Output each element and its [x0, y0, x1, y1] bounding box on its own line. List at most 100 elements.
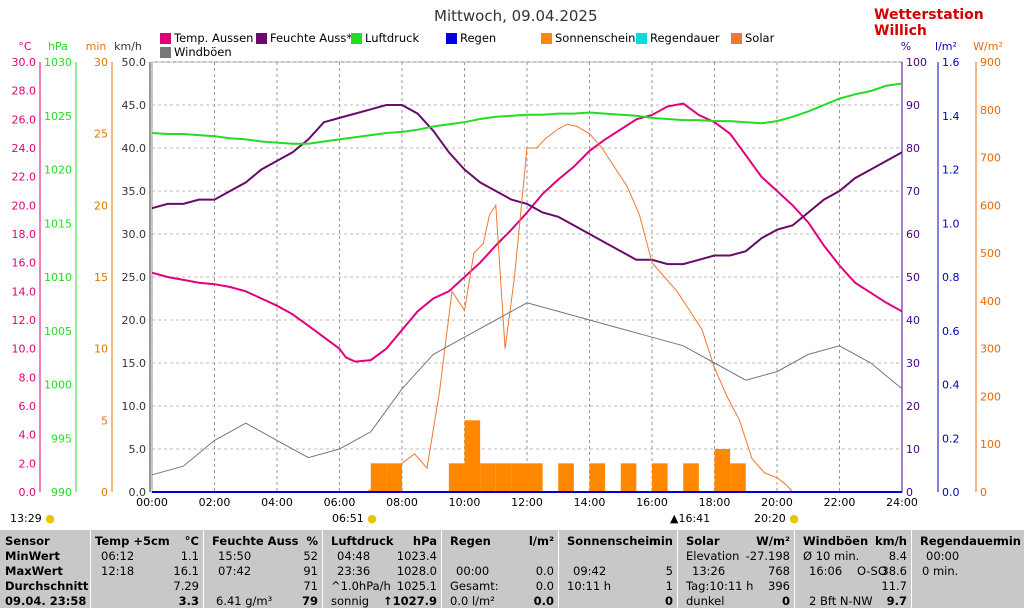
- sunshine-bar: [714, 449, 731, 492]
- cell: 0.0: [535, 579, 554, 593]
- axis-tick-rain: 1.4: [942, 110, 960, 123]
- legend-item-regendauer: Regendauer: [636, 31, 720, 45]
- axis-tick-temp: 26.0: [12, 113, 37, 126]
- col-unit: W/m²: [756, 534, 790, 548]
- cell: 15:50: [218, 549, 252, 563]
- axis-tick-humidity: 70: [906, 185, 920, 198]
- axis-tick-wind: 50.0: [122, 56, 147, 69]
- cell: 0: [781, 594, 790, 608]
- x-tick-label: 16:00: [636, 496, 668, 509]
- x-tick-label: 14:00: [574, 496, 606, 509]
- axis-tick-minutes: 20: [94, 199, 108, 212]
- cell: Ø 10 min.: [803, 549, 860, 563]
- axis-tick-rain: 0.4: [942, 379, 960, 392]
- col-unit: min: [648, 534, 673, 548]
- axis-tick-minutes: 15: [94, 271, 108, 284]
- column-windboeen: Windböen km/h Ø 10 min. 8.4 16:06 O-SO 38.6 …: [794, 530, 911, 608]
- axis-tick-rain: 0.6: [942, 325, 960, 338]
- x-tick-label: 20:00: [761, 496, 793, 509]
- col-header: Feuchte Auss: [212, 534, 299, 548]
- legend-label: Solar: [745, 31, 775, 45]
- series-line-temp-aussen: [151, 102, 903, 363]
- axis-tick-pressure: 1010: [44, 271, 72, 284]
- col-unit: °C: [184, 534, 199, 548]
- axis-unit-solar: W/m²: [973, 40, 1003, 53]
- series-line-solar: [365, 123, 793, 493]
- cell: 16:06: [809, 564, 843, 578]
- axis-tick-minutes: 0: [101, 486, 108, 499]
- cell: Tag:10:11 h: [686, 579, 754, 593]
- axis-tick-solar: 900: [980, 56, 1001, 69]
- axis-tick-minutes: 5: [101, 414, 108, 427]
- legend-item-temp: Temp. Aussen: [160, 31, 253, 45]
- axis-tick-humidity: 90: [906, 99, 920, 112]
- col-unit: hPa: [412, 534, 437, 548]
- col-unit: min: [996, 534, 1021, 548]
- axis-tick-humidity: 10: [906, 443, 920, 456]
- cell: 04:48: [337, 549, 371, 563]
- axis-tick-temp: 12.0: [12, 314, 37, 327]
- x-tick-label: 10:00: [449, 496, 481, 509]
- x-tick-label: 08:00: [386, 496, 418, 509]
- axis-tick-wind: 40.0: [122, 142, 147, 155]
- axis-tick-temp: 20.0: [12, 199, 37, 212]
- column-luftdruck: Luftdruck hPa 04:48 1023.4 23:36 1028.0 ^1.…: [322, 530, 441, 608]
- cell: 1025.1: [396, 579, 437, 593]
- cell: 7.29: [173, 579, 199, 593]
- axis-tick-pressure: 1005: [44, 325, 72, 338]
- axis-tick-humidity: 50: [906, 271, 920, 284]
- axis-tick-temp: 4.0: [19, 429, 37, 442]
- axis-tick-pressure: 1020: [44, 164, 72, 177]
- legend-item-feuchte: Feuchte Auss*: [256, 31, 352, 45]
- axis-tick-temp: 10.0: [12, 343, 37, 356]
- axis-tick-temp: 16.0: [12, 257, 37, 270]
- axis-tick-solar: 400: [980, 295, 1001, 308]
- x-tick-label: 22:00: [824, 496, 856, 509]
- statistics-table: Sensor MinWert MaxWert Durchschnitt 09.0…: [0, 530, 1024, 608]
- x-tick-label: 04:00: [261, 496, 293, 509]
- axis-tick-minutes: 10: [94, 343, 108, 356]
- sunshine-bar: [620, 463, 637, 492]
- axis-tick-minutes: 25: [94, 128, 108, 141]
- axis-tick-pressure: 1030: [44, 56, 72, 69]
- sunshine-bar: [495, 463, 512, 492]
- sunshine-bar: [558, 463, 574, 492]
- sunrise-marker: 06:51 ●: [332, 512, 377, 525]
- axis-tick-rain: 0.8: [942, 271, 960, 284]
- legend-label: Feuchte Auss*: [270, 31, 353, 45]
- axis-tick-temp: 22.0: [12, 171, 37, 184]
- cell: 1.1: [180, 549, 199, 563]
- row-label-avg: Durchschnitt: [5, 579, 89, 593]
- cell: ↑1027.9: [382, 594, 437, 608]
- series-line-luftdruck: [151, 82, 903, 145]
- axis-tick-wind: 15.0: [122, 357, 147, 370]
- column-sonnenschein: Sonnenschein min 09:42 5 10:11 h 1 0: [558, 530, 677, 608]
- series-line-feuchte-auss-: [151, 104, 903, 266]
- cell: 00:00: [456, 564, 490, 578]
- axis-tick-wind: 0.0: [129, 486, 147, 499]
- axis-tick-wind: 45.0: [122, 99, 147, 112]
- legend-item-regen: Regen: [446, 31, 496, 45]
- axis-tick-temp: 24.0: [12, 142, 37, 155]
- cell: 91: [303, 564, 318, 578]
- axis-tick-wind: 30.0: [122, 228, 147, 241]
- cell: 1023.4: [396, 549, 437, 563]
- column-temp: Temp +5cm °C 06:12 1.1 12:18 16.1 7.29 3.3: [90, 530, 203, 608]
- row-label-current: 09.04. 23:58: [5, 594, 87, 608]
- x-tick-label: 18:00: [699, 496, 731, 509]
- axis-unit-wind: km/h: [114, 40, 142, 53]
- axis-tick-humidity: 100: [906, 56, 927, 69]
- axis-tick-pressure: 1015: [44, 217, 72, 230]
- sunshine-bar: [652, 463, 668, 492]
- row-label-min: MinWert: [5, 549, 60, 563]
- axis-tick-humidity: 60: [906, 228, 920, 241]
- x-tick-label: 00:00: [136, 496, 168, 509]
- axis-tick-wind: 20.0: [122, 314, 147, 327]
- cell: 23:36: [337, 564, 371, 578]
- legend-item-luftdruck: Luftdruck: [351, 31, 419, 45]
- axis-tick-temp: 28.0: [12, 85, 37, 98]
- axis-tick-pressure: 1000: [44, 379, 72, 392]
- cell: 07:42: [218, 564, 252, 578]
- axis-tick-solar: 700: [980, 152, 1001, 165]
- cell: 06:12: [101, 549, 135, 563]
